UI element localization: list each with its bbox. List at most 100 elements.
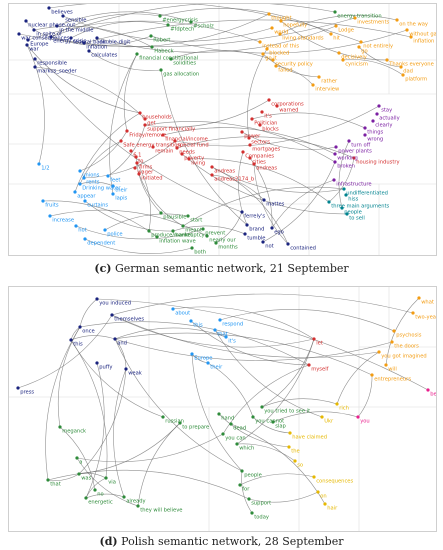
c-node-dot xyxy=(155,235,159,239)
d-node-label: psychosis xyxy=(396,333,422,339)
c-node-c101: 1/2 xyxy=(37,162,50,172)
d-edge xyxy=(336,351,380,405)
c-node-dot xyxy=(241,150,245,154)
d-node-d11: respond xyxy=(218,318,243,328)
c-node-dot xyxy=(32,28,36,32)
c-node-label: meant xyxy=(185,228,202,234)
c-edge xyxy=(136,162,151,232)
d-node-dot xyxy=(411,311,415,315)
c-edge xyxy=(50,35,152,46)
c-node-label: lapis xyxy=(115,196,127,202)
c-node-c49: corporations xyxy=(267,98,304,108)
c-node-label: financial/income xyxy=(165,137,208,143)
c-node-dot xyxy=(82,41,86,45)
d-node-dot xyxy=(247,497,251,501)
german-network-caption: (c) German semantic network, 21 Septembe… xyxy=(0,262,443,275)
d-edge xyxy=(236,338,315,445)
c-node-label: hopefully xyxy=(283,23,307,29)
c-node-label: nuclear phase-out xyxy=(28,23,75,29)
c-edge xyxy=(160,69,248,226)
c-edge xyxy=(338,140,350,209)
d-node-d46: hair xyxy=(323,502,338,512)
c-node-c1: believes xyxy=(47,6,73,16)
d-node-dot xyxy=(217,412,221,416)
c-edge xyxy=(275,65,314,86)
d-node-label: on xyxy=(320,494,326,500)
d-node-dot xyxy=(171,307,175,311)
d-node-d41: have claimed xyxy=(288,431,327,441)
d-node-label: have claimed xyxy=(292,435,327,441)
c-node-label: hot xyxy=(78,228,87,234)
c-edge xyxy=(162,127,336,155)
d-edge xyxy=(172,306,315,340)
c-node-c50: warned xyxy=(275,104,298,114)
c-node-c66: Safe energy transition xyxy=(119,139,181,149)
d-node-d37: support xyxy=(247,497,271,507)
d-node-d14: it's xyxy=(224,335,236,345)
d-edge xyxy=(78,422,181,475)
c-node-dot xyxy=(210,165,214,169)
c-node-c85: power plants xyxy=(334,145,372,155)
d-node-label: was xyxy=(81,476,91,482)
c-node-c16: #energycrisis xyxy=(158,14,198,24)
d-edge xyxy=(17,314,113,389)
c-edge xyxy=(247,48,268,139)
d-node-d39: rich xyxy=(335,402,349,412)
d-node-d9: about xyxy=(171,307,190,317)
d-node-d56: a xyxy=(75,456,82,466)
c-node-label: inflation xyxy=(86,45,107,51)
c-node-c108: feet xyxy=(106,174,120,184)
c-node-dot xyxy=(271,58,275,62)
c-node-c30: go it xyxy=(261,52,277,62)
c-edge xyxy=(75,225,204,240)
c-node-label: 1/2 xyxy=(41,166,49,172)
c-node-label: actually xyxy=(379,116,399,122)
c-node-c2: sensible xyxy=(61,14,86,24)
c-node-dot xyxy=(74,224,78,228)
c-node-c97: ego xyxy=(270,226,284,236)
c-node-dot xyxy=(37,162,41,166)
d-node-label: you induced xyxy=(99,301,131,307)
c-edge xyxy=(150,29,408,54)
d-node-label: and xyxy=(117,341,127,347)
d-edge xyxy=(191,353,209,364)
c-node-dot xyxy=(111,184,115,188)
c-edge xyxy=(79,140,122,185)
c-node-label: Lodge xyxy=(338,28,354,34)
c-node-label: not xyxy=(265,244,274,250)
d-node-d27: hand xyxy=(217,412,234,422)
c-node-dot xyxy=(270,226,274,230)
d-node-dot xyxy=(104,476,108,480)
c-edge xyxy=(123,53,138,132)
c-node-label: inflation xyxy=(413,39,434,45)
d-edge xyxy=(76,433,224,463)
c-node-c14: responsible xyxy=(33,57,67,67)
c-node-c82: things xyxy=(363,126,384,136)
c-node-dot xyxy=(49,35,53,39)
d-node-dot xyxy=(93,488,97,492)
caption-c-text: German semantic network, 21 September xyxy=(114,262,349,275)
c-edge xyxy=(70,21,169,39)
c-node-dot xyxy=(55,24,59,28)
d-node-dot xyxy=(312,337,316,341)
c-node-dot xyxy=(24,19,28,23)
d-node-label: let xyxy=(316,341,323,347)
c-node-dot xyxy=(278,32,282,36)
d-edge xyxy=(47,469,250,500)
d-edge xyxy=(70,339,108,479)
d-node-label: you can xyxy=(225,436,246,442)
c-node-c102: unions xyxy=(78,169,100,179)
c-node-label: start xyxy=(190,218,202,224)
c-node-label: war xyxy=(29,47,39,53)
d-node-d28: you cannot xyxy=(251,415,284,425)
c-node-label: poverty xyxy=(184,156,204,162)
c-node-label: interview xyxy=(315,87,340,93)
c-node-label: not entirely xyxy=(363,44,393,50)
german-network-panel: believes sensible nuclear phase-out in the … xyxy=(8,3,437,256)
c-node-dot xyxy=(135,161,139,165)
c-node-c109: their xyxy=(111,184,128,194)
c-edge xyxy=(172,225,246,235)
c-node-c93: to sell xyxy=(345,212,365,222)
d-node-d52: no xyxy=(93,488,104,498)
d-node-d30: slap xyxy=(271,420,287,430)
